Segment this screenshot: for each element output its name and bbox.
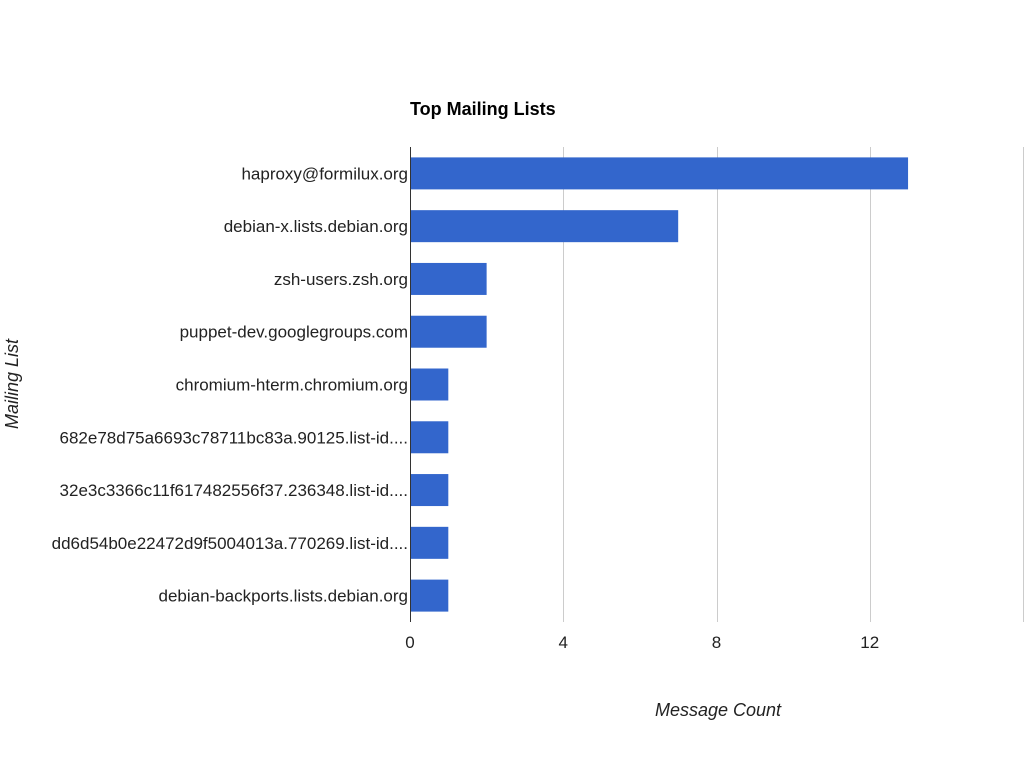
- bar[interactable]: [410, 421, 449, 454]
- x-tick-label: 12: [860, 633, 879, 652]
- x-axis-title: Message Count: [655, 700, 782, 720]
- bar[interactable]: [410, 157, 909, 190]
- chart-title: Top Mailing Lists: [410, 99, 556, 119]
- bars: [410, 157, 909, 612]
- category-label: dd6d54b0e22472d9f5004013a.770269.list-id…: [52, 534, 408, 553]
- x-tick-label: 8: [712, 633, 721, 652]
- y-axis-title: Mailing List: [2, 338, 22, 429]
- category-label: puppet-dev.googlegroups.com: [180, 323, 408, 342]
- x-tick-label: 0: [405, 633, 414, 652]
- category-label: debian-x.lists.debian.org: [224, 217, 408, 236]
- bar[interactable]: [410, 474, 449, 507]
- bar[interactable]: [410, 579, 449, 612]
- category-label: chromium-hterm.chromium.org: [176, 376, 408, 395]
- bar[interactable]: [410, 368, 449, 401]
- category-labels: haproxy@formilux.org debian-x.lists.debia…: [52, 164, 408, 605]
- category-label: haproxy@formilux.org: [241, 164, 408, 183]
- bar[interactable]: [410, 210, 679, 243]
- bar[interactable]: [410, 526, 449, 559]
- bar[interactable]: [410, 315, 487, 348]
- category-label: 682e78d75a6693c78711bc83a.90125.list-id.…: [60, 428, 408, 447]
- category-label: 32e3c3366c11f617482556f37.236348.list-id…: [60, 481, 408, 500]
- x-tick-label: 4: [559, 633, 568, 652]
- x-tick-labels: 0 4 8 12: [405, 633, 879, 652]
- category-label: zsh-users.zsh.org: [274, 270, 408, 289]
- bar[interactable]: [410, 262, 487, 295]
- category-label: debian-backports.lists.debian.org: [159, 587, 408, 606]
